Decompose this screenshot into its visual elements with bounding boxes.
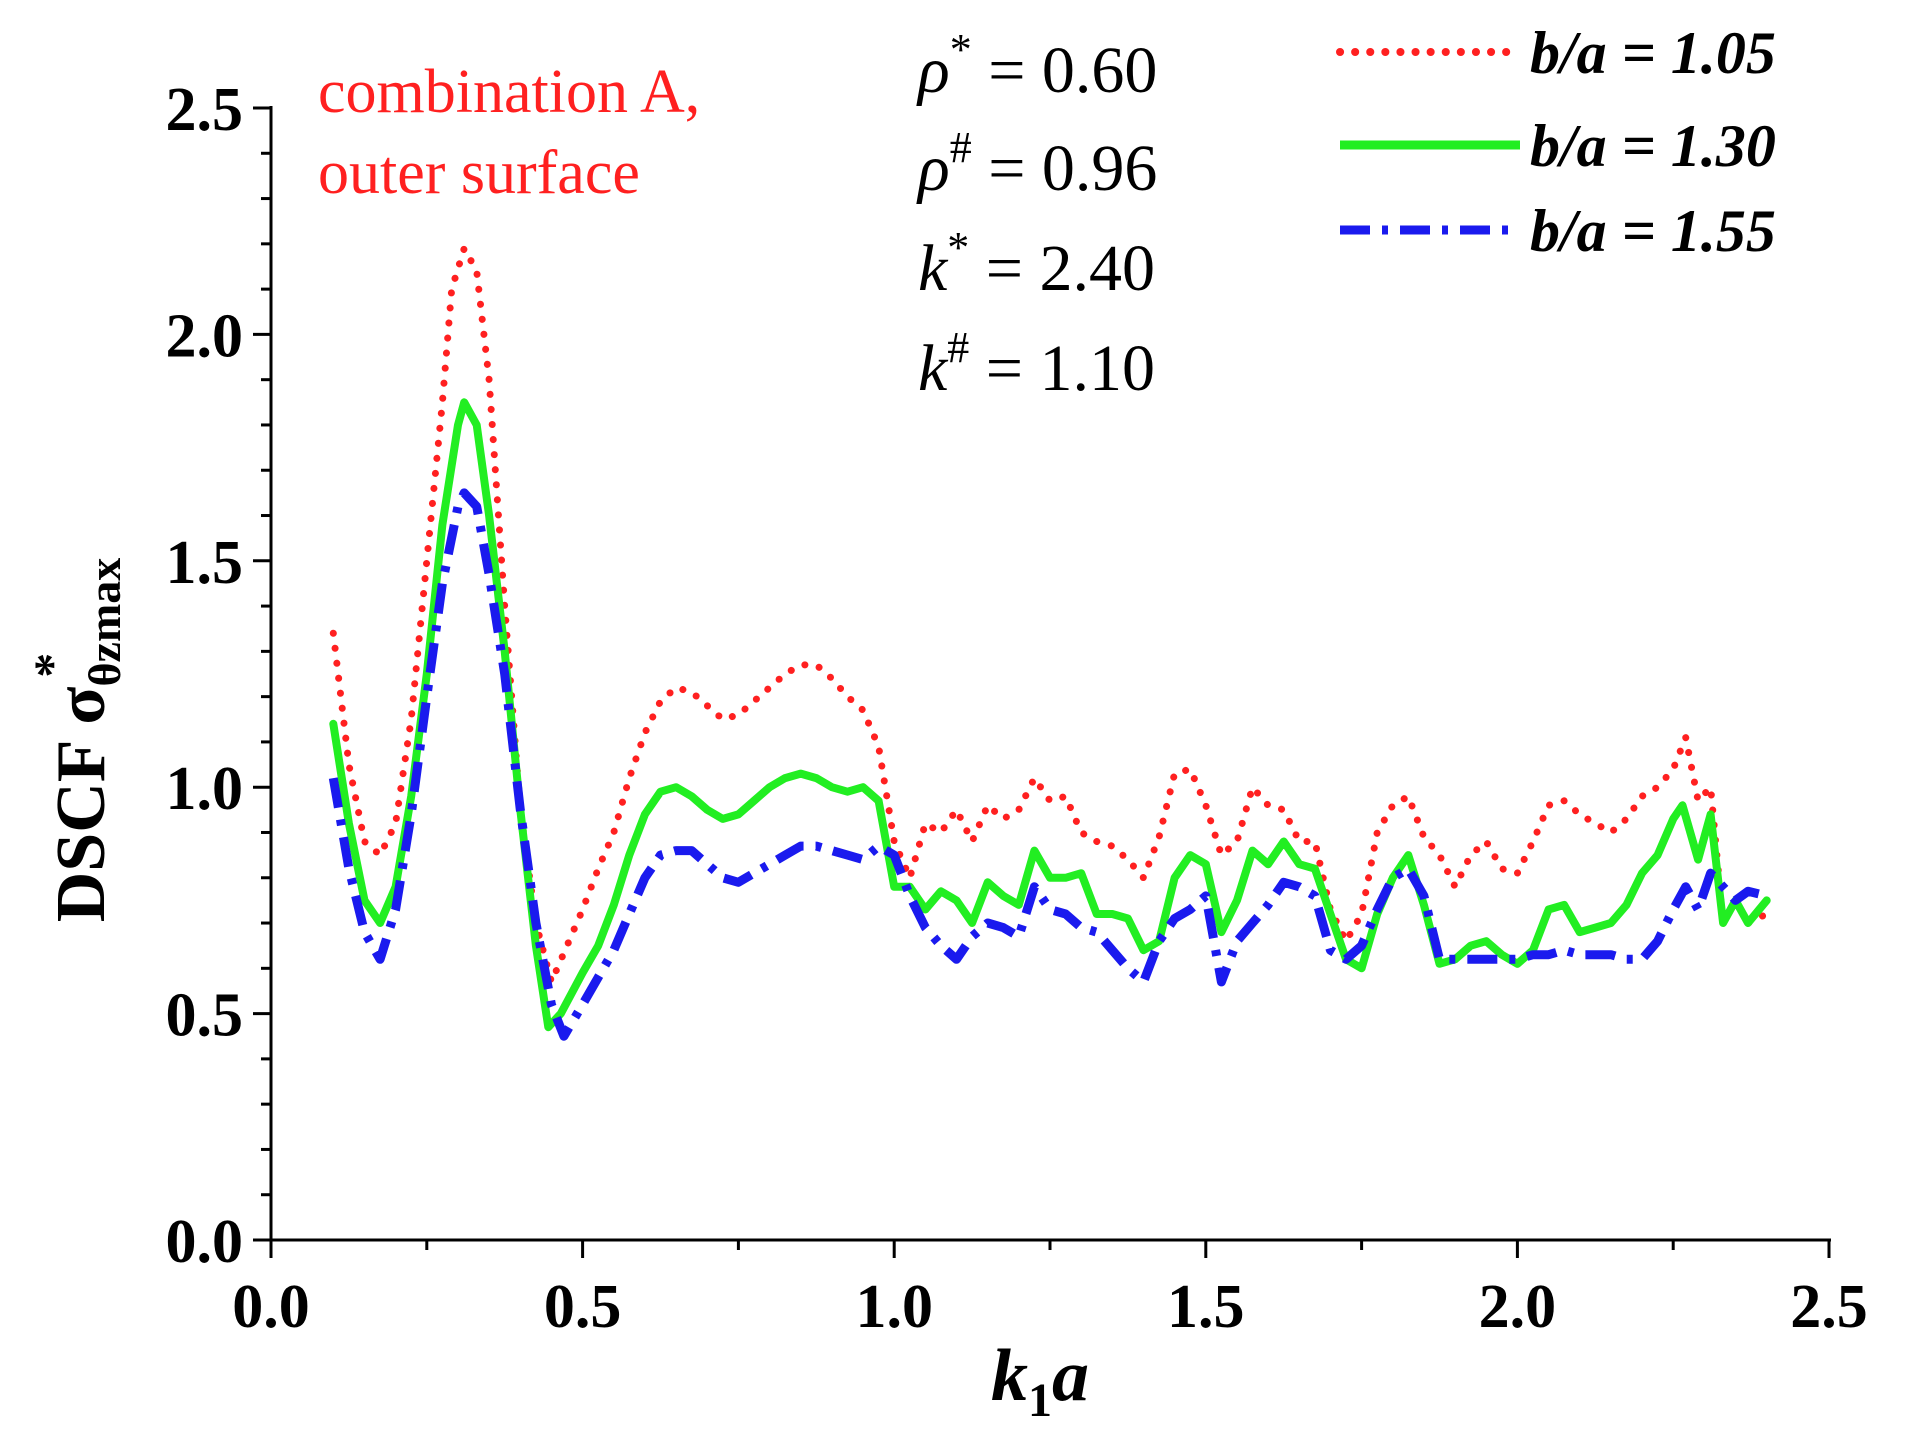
- param-rho-star-value: = 0.60: [972, 34, 1158, 107]
- x-tick-label: 0.0: [232, 1273, 310, 1341]
- series-line-2: [329, 398, 1771, 1032]
- x-tick-label: 2.5: [1790, 1273, 1868, 1341]
- plot-lines: [328, 244, 1771, 1041]
- tick-labels: 0.0 0.5 1.0 1.5 2.0 2.5 0.0 0.5 1.0 1.5 2.0 2.5: [166, 76, 1868, 1341]
- y-axis-title-sub: θzmax: [79, 558, 130, 687]
- param-k-star-symbol: k: [918, 232, 949, 305]
- y-tick-label: 1.0: [166, 755, 244, 823]
- legend-label-1: b/a = 1.05: [1530, 20, 1776, 86]
- param-rho-star-sup: *: [950, 25, 972, 74]
- x-tick-label: 1.5: [1167, 1273, 1245, 1341]
- annotation-line-1: combination A,: [318, 58, 700, 126]
- param-k-hash: k# = 1.10: [918, 323, 1155, 405]
- param-rho-star: ρ* = 0.60: [916, 25, 1157, 107]
- y-tick-label: 0.0: [166, 1208, 244, 1276]
- param-rho-hash-value: = 0.96: [972, 132, 1158, 205]
- param-k-star-sup: *: [947, 223, 969, 272]
- y-axis-title-main: DSCF σ: [43, 686, 120, 922]
- y-tick-label: 0.5: [166, 982, 244, 1050]
- y-tick-label: 2.5: [166, 76, 244, 144]
- y-axis-title-sup: *: [23, 653, 79, 678]
- x-axis-title: k1a: [991, 1335, 1089, 1427]
- series-line-3: [328, 488, 1768, 1041]
- annotation-line-2: outer surface: [318, 139, 640, 207]
- param-k-hash-symbol: k: [918, 332, 949, 405]
- series-line-1: [329, 244, 1771, 986]
- y-tick-label: 1.5: [166, 529, 244, 597]
- param-rho-hash-symbol: ρ: [916, 132, 950, 205]
- param-k-hash-value: = 1.10: [969, 332, 1155, 405]
- param-k-star-value: = 2.40: [969, 232, 1155, 305]
- axes: [253, 106, 1831, 1258]
- y-axis-title: DSCF σθzmax*: [23, 558, 130, 923]
- x-axis-title-tail: a: [1052, 1335, 1089, 1417]
- param-rho-hash-sup: #: [950, 123, 972, 172]
- param-rho-hash: ρ# = 0.96: [916, 123, 1157, 205]
- x-tick-label: 0.5: [544, 1273, 622, 1341]
- x-axis-title-sub: 1: [1028, 1374, 1052, 1427]
- legend-label-3: b/a = 1.55: [1530, 198, 1776, 264]
- legend: b/a = 1.05 b/a = 1.30 b/a = 1.55: [1336, 20, 1776, 264]
- param-rho-star-symbol: ρ: [916, 34, 950, 107]
- param-k-hash-sup: #: [947, 323, 969, 372]
- x-axis-title-main: k: [991, 1335, 1028, 1417]
- param-k-star: k* = 2.40: [918, 223, 1155, 305]
- y-tick-label: 2.0: [166, 302, 244, 370]
- x-tick-label: 2.0: [1479, 1273, 1557, 1341]
- legend-label-2: b/a = 1.30: [1530, 113, 1776, 179]
- x-tick-label: 1.0: [855, 1273, 933, 1341]
